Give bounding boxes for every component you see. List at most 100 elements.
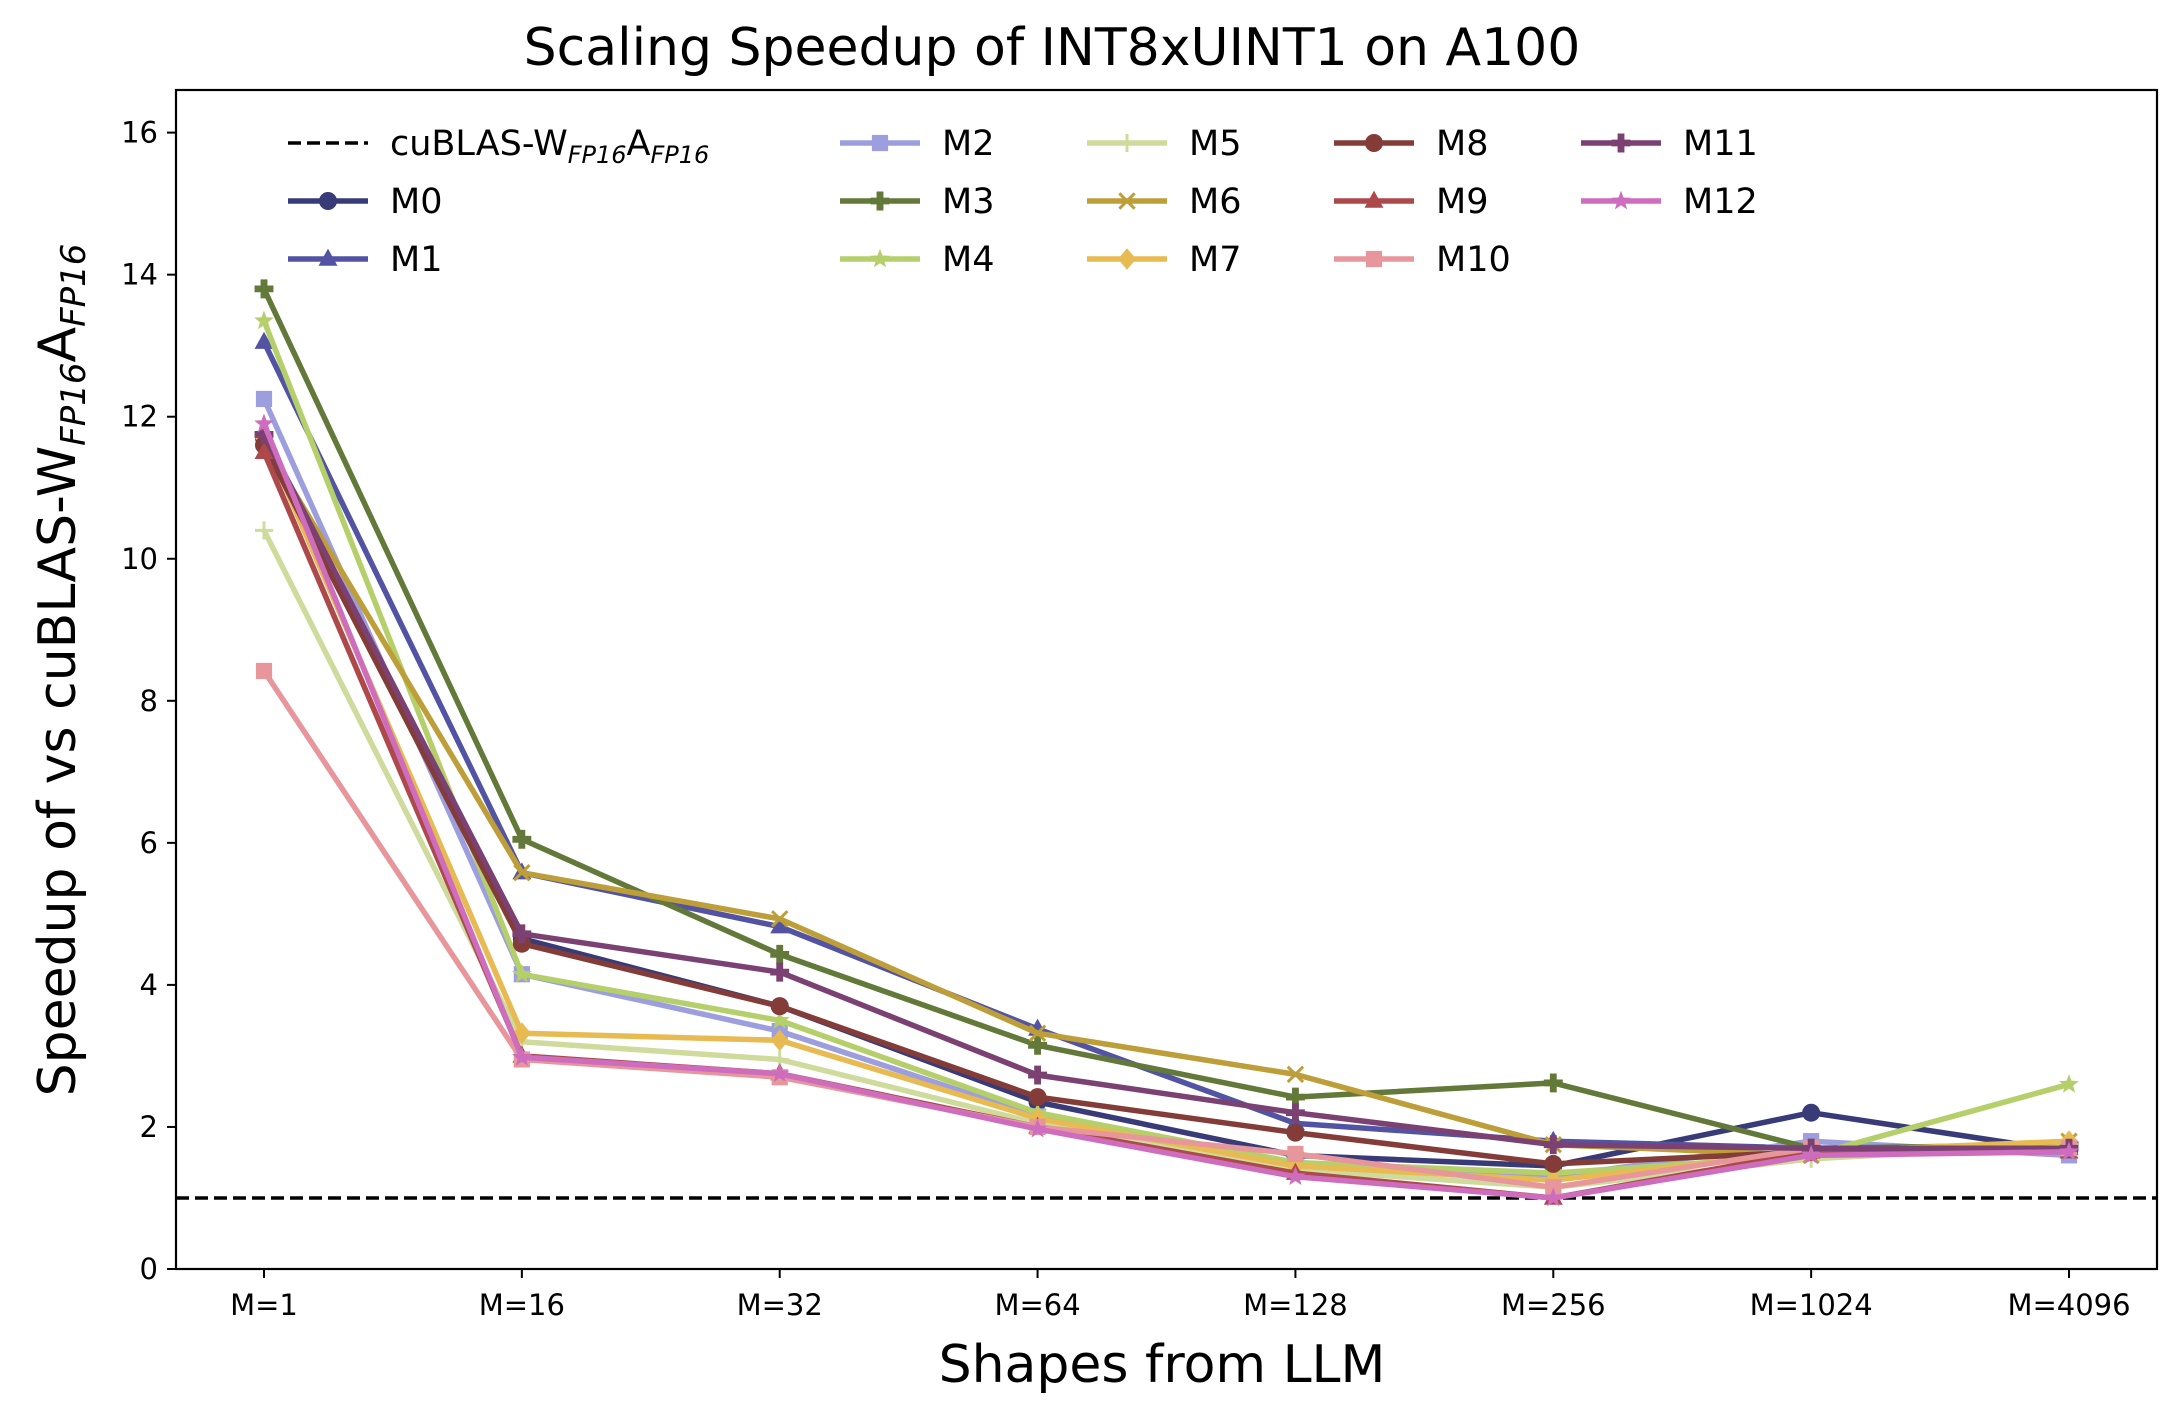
y-axis-label-main: Speedup of vs cuBLAS-W: [28, 446, 88, 1097]
data-point-m3-3: [1028, 1035, 1048, 1055]
data-point-m10-5: [1545, 1179, 1562, 1196]
legend-item-m2: M2: [840, 124, 994, 164]
legend-marker-m1: [318, 248, 338, 266]
data-point-m1-2: [770, 916, 790, 934]
y-tick-label: 2: [140, 1110, 158, 1144]
legend-label-m7: M7: [1189, 240, 1241, 280]
data-point-m8-4: [1286, 1123, 1305, 1142]
axes: 0 2 4 6 8 10 12 14 16 M=1 M=16 M=32 M=64 M=128 M=256 M=…: [121, 88, 2159, 1322]
legend-marker-m4: [870, 248, 890, 268]
data-point-m6-1: [513, 863, 531, 882]
legend-marker-m9: [1364, 190, 1384, 208]
data-point-m12-3: [1027, 1118, 1048, 1138]
data-point-m6-4: [1286, 1065, 1305, 1084]
data-point-m8-5: [1544, 1154, 1563, 1173]
legend-item-m6: M6: [1087, 182, 1241, 222]
data-point-m4-0: [254, 310, 274, 330]
data-point-m11-5: [1543, 1135, 1563, 1155]
y-axis-label-sub1: FP16: [54, 362, 94, 445]
data-point-m4-7: [2059, 1074, 2079, 1093]
x-tick-label: M=32: [737, 1288, 823, 1322]
data-point-m6-2: [771, 910, 789, 928]
legend-marker-m8: [1365, 134, 1383, 152]
data-point-m8-2: [770, 997, 789, 1016]
legend-item-m10: M10: [1334, 240, 1511, 280]
legend-item-m0: M0: [288, 182, 442, 222]
plot-area: [176, 279, 2157, 1207]
legend-label-m2: M2: [942, 124, 994, 164]
series-m12: [254, 413, 2079, 1207]
data-point-m12-4: [1285, 1166, 1306, 1185]
legend-label-m10: M10: [1436, 240, 1511, 280]
data-point-m11-2: [770, 962, 790, 982]
y-tick-label: 12: [121, 400, 158, 434]
data-point-m8-3: [1028, 1088, 1047, 1107]
data-point-m10-4: [1287, 1145, 1304, 1163]
x-axis-label: Shapes from LLM: [939, 1335, 1386, 1395]
legend-marker-m5: [1118, 134, 1136, 152]
series-line-m0: [261, 436, 2070, 1169]
x-tick-label: M=4096: [2007, 1288, 2130, 1322]
chart-title: Scaling Speedup of INT8xUINT1 on A100: [524, 18, 1581, 78]
data-point-m11-0: [254, 425, 274, 444]
legend-label-m5: M5: [1189, 124, 1241, 164]
y-tick-label: 4: [140, 968, 158, 1002]
legend-marker-m3: [870, 191, 890, 211]
x-tick-label: M=16: [479, 1288, 565, 1322]
legend-item-m8: M8: [1334, 124, 1488, 164]
legend: cuBLAS-WFP16AFP16 M0 M1 M2 M3 M4 M5 M6 M7 M8 M9 M10…: [288, 124, 1758, 280]
legend-label-m4: M4: [942, 240, 994, 280]
data-point-m12-0: [254, 413, 274, 433]
legend-marker-m10: [1365, 250, 1383, 268]
data-point-m5-0: [255, 521, 273, 540]
series-line-m3: [261, 287, 2070, 1152]
data-point-m3-4: [1285, 1087, 1305, 1107]
legend-item-m12: M12: [1581, 182, 1758, 222]
data-point-m11-3: [1028, 1065, 1048, 1085]
legend-label-m8: M8: [1436, 124, 1488, 164]
data-point-m9-0: [254, 441, 274, 459]
legend-item-m1: M1: [288, 240, 442, 280]
data-point-m12-2: [769, 1063, 790, 1083]
x-tick-label: M=1: [230, 1288, 298, 1322]
series-line-m12: [261, 422, 2070, 1201]
legend-item-m5: M5: [1087, 124, 1241, 164]
data-point-m8-1: [512, 934, 531, 953]
y-tick-label: 16: [121, 116, 158, 150]
y-tick-label: 0: [140, 1252, 158, 1286]
legend-item-baseline: cuBLAS-WFP16AFP16: [288, 124, 709, 169]
legend-marker-m12: [1611, 190, 1631, 210]
data-point-m2-0: [255, 390, 273, 408]
x-tick-label: M=128: [1243, 1288, 1348, 1322]
legend-marker-m11: [1611, 133, 1631, 153]
legend-label-m12: M12: [1683, 182, 1758, 222]
legend-marker-m2: [871, 134, 889, 152]
legend-marker-m7: [1118, 248, 1136, 270]
legend-item-m4: M4: [840, 240, 994, 280]
legend-label-m1: M1: [390, 240, 442, 280]
legend-label-baseline: cuBLAS-WFP16AFP16: [390, 124, 709, 169]
data-point-m4-2: [769, 1010, 790, 1029]
data-point-m4-1: [512, 963, 532, 983]
series-line-m11: [261, 433, 2069, 1152]
x-tick-label: M=64: [994, 1288, 1080, 1322]
data-point-m12-7: [2059, 1141, 2079, 1161]
legend-item-m7: M7: [1087, 240, 1241, 280]
series-group: [176, 279, 2157, 1207]
legend-item-m3: M3: [840, 182, 994, 222]
data-point-m3-1: [512, 829, 532, 849]
y-axis-label-sub2: FP16: [54, 244, 94, 327]
data-point-m11-1: [512, 924, 532, 944]
data-point-m12-6: [1801, 1145, 1821, 1164]
y-tick-label: 8: [140, 684, 158, 718]
y-tick-label: 14: [121, 258, 158, 292]
data-point-m0-6: [1802, 1103, 1821, 1122]
legend-label-m9: M9: [1436, 182, 1488, 222]
legend-label-m0: M0: [390, 182, 442, 222]
x-tick-label: M=1024: [1750, 1288, 1873, 1322]
legend-label-m11: M11: [1683, 124, 1758, 164]
legend-item-m9: M9: [1334, 182, 1488, 222]
data-point-m12-5: [1543, 1187, 1564, 1207]
legend-marker-m0: [319, 192, 337, 210]
